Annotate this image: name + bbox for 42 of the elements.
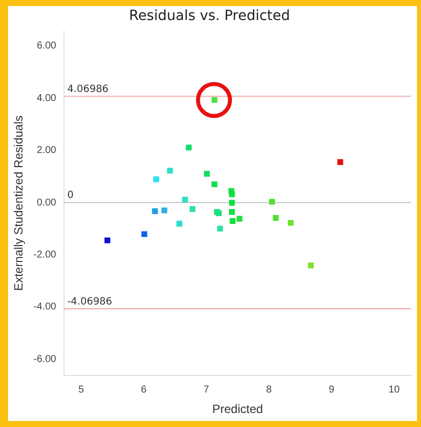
y-tick-label: -2.00 xyxy=(33,250,57,260)
point xyxy=(182,196,188,203)
x-tick-label: 5 xyxy=(78,384,84,396)
x-tick-label: 9 xyxy=(328,384,335,396)
x-tick-label: 7 xyxy=(204,384,210,396)
point xyxy=(190,206,196,212)
x-tick-label: 6 xyxy=(140,384,147,396)
point xyxy=(153,176,160,182)
x-tick-label: 10 xyxy=(388,384,400,396)
chart-title: Residuals vs. Predicted xyxy=(128,8,290,24)
point xyxy=(272,215,279,221)
point xyxy=(230,218,236,224)
y-axis-title: Externally Studentized Residuals xyxy=(12,115,26,291)
point xyxy=(288,220,294,226)
point xyxy=(229,200,235,206)
point xyxy=(308,262,314,268)
point xyxy=(161,207,168,214)
y-tick-label: 0.00 xyxy=(36,197,57,208)
y-tick-label: -4.00 xyxy=(33,302,57,313)
x-axis-title: Predicted xyxy=(212,402,263,416)
point xyxy=(104,237,110,244)
x-tick-label: 8 xyxy=(266,384,272,396)
ref-line-label: 4.06986 xyxy=(67,84,109,95)
point xyxy=(176,220,182,227)
point xyxy=(337,159,344,165)
point xyxy=(167,168,173,174)
point xyxy=(152,208,158,214)
ref-line-label: -4.06986 xyxy=(67,296,112,308)
point xyxy=(236,216,242,222)
y-tick-label: 6.00 xyxy=(36,40,57,52)
ref-line-label: 0 xyxy=(67,190,74,202)
point xyxy=(229,209,235,215)
point xyxy=(229,191,235,198)
point xyxy=(186,144,192,150)
y-tick-label: 2.00 xyxy=(36,145,57,156)
point xyxy=(269,198,275,205)
point xyxy=(217,226,223,232)
point xyxy=(204,170,210,177)
y-tick-label: 4.00 xyxy=(36,92,57,104)
point xyxy=(212,181,218,188)
point xyxy=(141,231,148,238)
y-tick-label: -6.00 xyxy=(33,354,57,365)
